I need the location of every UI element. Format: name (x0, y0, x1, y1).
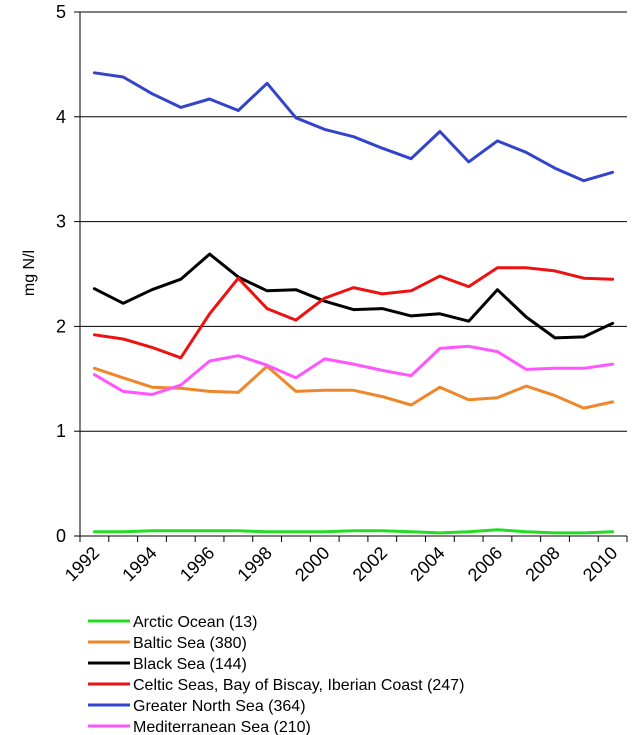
legend-label-5: Mediterranean Sea (210) (133, 719, 311, 735)
y-axis-title: mg N/l (21, 250, 38, 296)
x-tick-label-2002: 2002 (349, 543, 391, 585)
series-lines (92, 71, 615, 535)
y-tick-label-4: 4 (56, 107, 66, 127)
x-tick-label-2008: 2008 (521, 543, 563, 585)
legend-label-2: Black Sea (144) (133, 656, 247, 673)
x-tick-label-2004: 2004 (406, 543, 448, 585)
x-tick-labels: 1992 1994 1996 1998 2000 2002 2004 2006 2008 2010 (61, 543, 622, 585)
legend-label-1: Baltic Sea (380) (133, 635, 247, 652)
series-line-1 (92, 364, 615, 410)
y-tick-labels: 0 1 2 3 4 5 (56, 2, 66, 546)
y-tick-label-3: 3 (56, 212, 66, 232)
x-tick-label-1996: 1996 (176, 543, 218, 585)
legend-label-0: Arctic Ocean (13) (133, 614, 257, 631)
legend: Arctic Ocean (13) Baltic Sea (380) Black S… (88, 614, 464, 735)
x-tick-label-2010: 2010 (579, 543, 621, 585)
legend-label-3: Celtic Seas, Bay of Biscay, Iberian Coas… (133, 677, 464, 694)
series-line-2 (92, 252, 615, 340)
y-tick-label-5: 5 (56, 2, 66, 22)
gridlines (80, 11, 627, 432)
y-tick-label-1: 1 (56, 421, 66, 441)
x-tick-label-2006: 2006 (464, 543, 506, 585)
series-line-4 (92, 71, 615, 183)
axes (74, 11, 628, 542)
x-tick-label-1994: 1994 (118, 543, 160, 585)
series-line-0 (92, 528, 615, 535)
x-tick-label-1992: 1992 (61, 543, 103, 585)
x-tick-label-2000: 2000 (291, 543, 333, 585)
y-tick-label-2: 2 (56, 316, 66, 336)
series-line-5 (92, 344, 615, 396)
legend-label-4: Greater North Sea (364) (133, 698, 306, 715)
series-line-3 (92, 266, 615, 360)
x-tick-label-1998: 1998 (234, 543, 276, 585)
y-tick-label-0: 0 (56, 526, 66, 546)
